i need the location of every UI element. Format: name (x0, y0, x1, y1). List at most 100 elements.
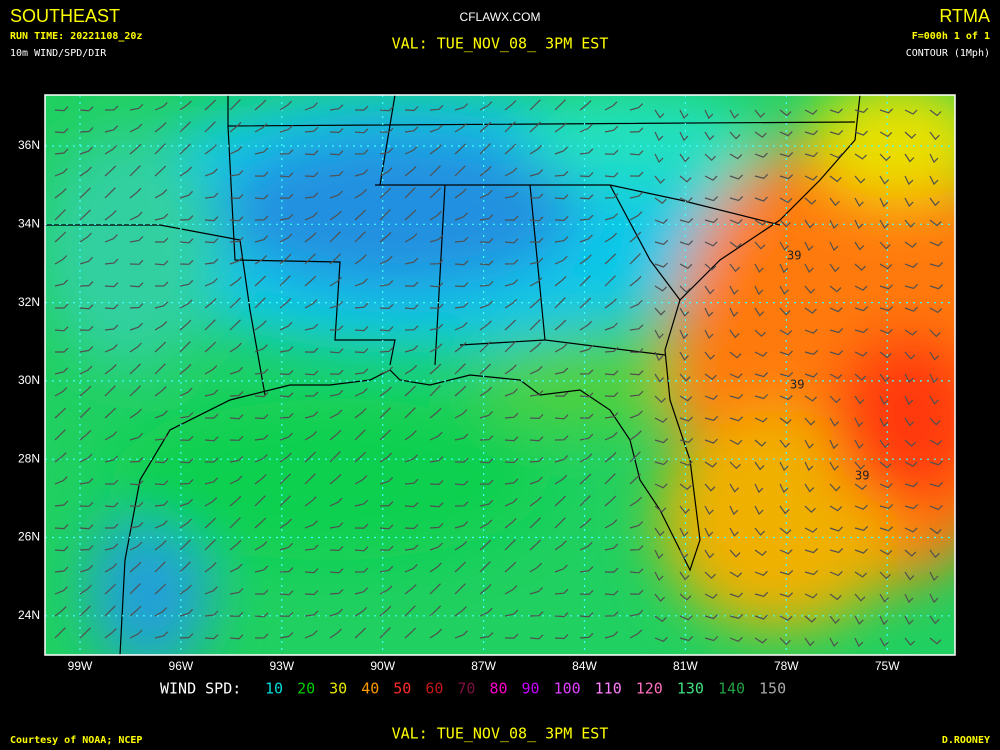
wind-barb (104, 455, 119, 463)
wind-barb (329, 409, 343, 419)
wind-barb (629, 430, 642, 441)
wind-barb (529, 539, 542, 551)
contour-label: 39 (855, 469, 869, 483)
wind-barb (54, 168, 68, 177)
wind-barb (729, 416, 744, 422)
wind-barb (904, 482, 919, 488)
wind-barb (779, 263, 789, 274)
wind-barb (754, 483, 764, 494)
wind-barb (279, 392, 294, 398)
wind-barb (154, 631, 169, 639)
wind-barb (554, 391, 569, 397)
wind-barb (854, 439, 864, 450)
wind-barb (229, 216, 244, 222)
wind-barb (304, 232, 317, 243)
wind-barb (604, 543, 619, 551)
wind-barb (729, 373, 743, 379)
wind-barb (229, 588, 244, 595)
wind-barb (604, 451, 617, 463)
wind-barb (904, 175, 914, 186)
wind-barb (254, 392, 269, 398)
wind-barb (904, 241, 917, 248)
wind-barb (704, 593, 718, 599)
wind-barb (554, 588, 569, 595)
wind-barb (254, 474, 267, 485)
wind-barb (179, 299, 193, 309)
wind-barb (479, 363, 492, 375)
wind-barb (154, 434, 169, 441)
wind-barb (79, 545, 94, 551)
legend-item: 110 (595, 680, 622, 698)
wind-barb (754, 152, 768, 158)
wind-barb (854, 285, 868, 291)
wind-barb (554, 634, 569, 640)
wind-barb (105, 523, 119, 529)
wind-barb (129, 103, 144, 111)
wind-barb (79, 209, 91, 221)
wind-barb (554, 236, 569, 243)
wind-barb (929, 504, 943, 511)
wind-barb (354, 188, 368, 199)
wind-barb (129, 385, 141, 397)
wind-barb (429, 456, 444, 463)
wind-barb (879, 153, 891, 162)
wind-barb (279, 452, 292, 463)
wind-barb (904, 417, 915, 427)
wind-barb (479, 101, 493, 111)
wind-barb (204, 298, 217, 309)
wind-barb (129, 457, 144, 463)
wind-barb (754, 196, 768, 202)
wind-barb (454, 583, 466, 595)
wind-barb (279, 275, 291, 287)
wind-barb (279, 346, 294, 353)
wind-barb (529, 277, 543, 287)
wind-barb (329, 150, 344, 156)
wind-barb (55, 347, 69, 353)
wind-barb (354, 523, 369, 529)
wind-barb (629, 299, 643, 309)
wind-barb (504, 458, 519, 464)
wind-barb (729, 285, 739, 296)
wind-barb (929, 351, 940, 361)
wind-barb (204, 238, 219, 244)
wind-barb (404, 454, 418, 463)
wind-barb (829, 526, 843, 532)
wind-barb (854, 571, 868, 578)
wind-barb (404, 524, 419, 530)
wind-barb (879, 593, 890, 603)
wind-barb (854, 306, 869, 312)
wind-barb (154, 189, 168, 199)
wind-barb (854, 593, 866, 602)
wind-barb (904, 615, 914, 626)
wind-barb (254, 147, 269, 155)
wind-barb (604, 298, 617, 309)
wind-barb (229, 611, 244, 617)
wind-barb (679, 593, 692, 601)
legend-item: 10 (265, 680, 283, 698)
wind-barb (304, 323, 319, 331)
wind-barb (229, 539, 242, 551)
wind-barb (79, 429, 92, 441)
wind-barb (79, 524, 94, 530)
wind-barb (529, 413, 544, 420)
wind-barb (754, 614, 768, 620)
wind-barb (354, 546, 369, 552)
wind-barb (354, 231, 366, 243)
wind-barb (379, 346, 394, 353)
wind-barb (279, 611, 294, 617)
wind-barb (379, 585, 393, 595)
wind-barb (704, 438, 718, 444)
wind-barb (204, 634, 219, 640)
wind-barb (154, 102, 168, 111)
wind-barb (454, 143, 467, 155)
wind-barb (429, 343, 443, 353)
wind-barb (754, 527, 766, 536)
wind-barb (304, 192, 319, 199)
wind-barb (504, 609, 519, 617)
wind-barb (429, 583, 441, 595)
wind-barb (329, 451, 341, 463)
wind-barb (204, 216, 219, 222)
wind-barb (804, 263, 814, 274)
wind-barb (279, 124, 294, 133)
wind-barb (154, 607, 168, 617)
